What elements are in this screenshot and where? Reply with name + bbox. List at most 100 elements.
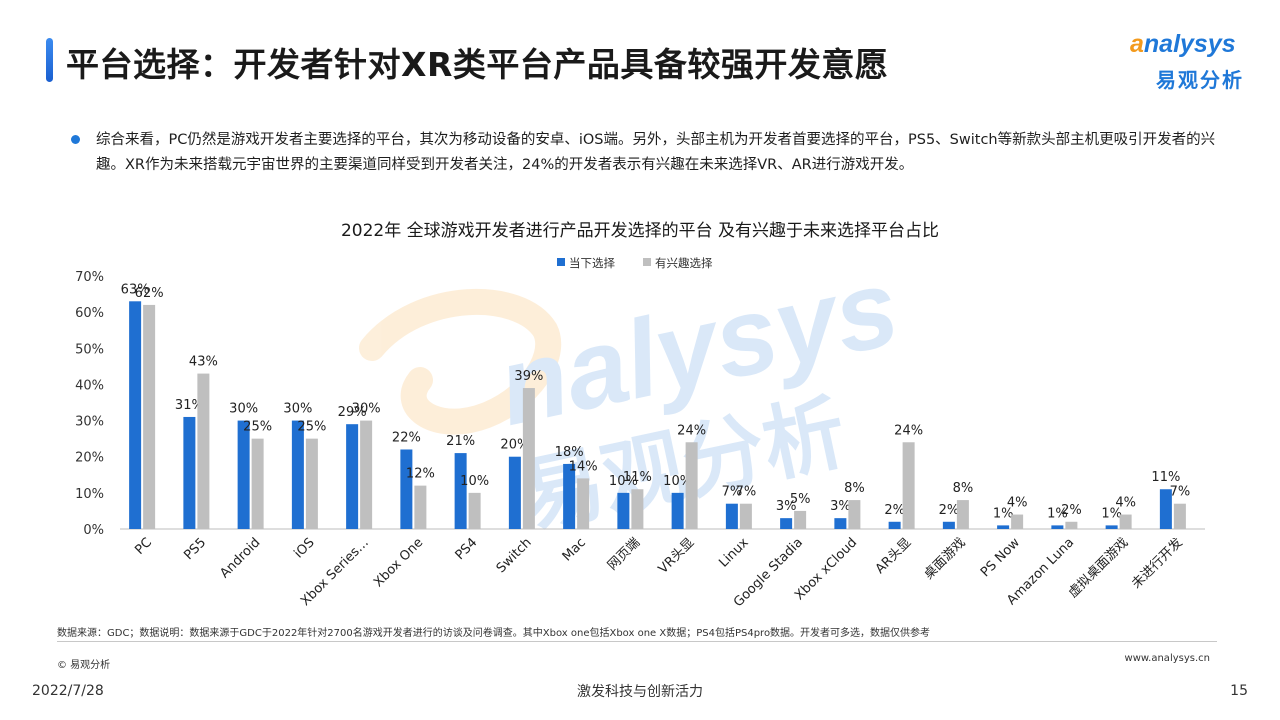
title-accent-bar (46, 38, 53, 82)
bar (129, 301, 142, 529)
data-label: 11% (1151, 470, 1180, 485)
legend-label: 当下选择 (569, 256, 615, 270)
x-tick-label: iOS (291, 535, 317, 561)
x-tick-label: 桌面游戏 (921, 535, 968, 582)
data-label: 11% (623, 470, 652, 485)
bar (291, 420, 304, 529)
data-label: 14% (569, 459, 598, 474)
bar (468, 492, 481, 529)
bar (834, 518, 847, 529)
x-tick-label: Linux (716, 535, 752, 571)
bar (780, 518, 793, 529)
data-label: 29% (338, 405, 367, 420)
data-label: 5% (790, 492, 811, 507)
bar (997, 525, 1010, 529)
page-number: 15 (1230, 683, 1248, 699)
bar (305, 438, 318, 529)
data-label: 63% (121, 282, 150, 297)
bar (400, 449, 413, 529)
x-tick-label: PS Now (978, 535, 1023, 580)
bar (685, 442, 698, 529)
data-label: 10% (460, 474, 489, 489)
x-tick-label: Xbox One (371, 535, 426, 590)
logo-wordmark-rest: nalysys (1143, 30, 1236, 58)
x-tick-label: Switch (494, 535, 535, 576)
y-tick-label: 10% (75, 487, 104, 502)
data-label: 43% (189, 355, 218, 370)
data-label: 7% (722, 485, 743, 500)
y-tick-label: 20% (75, 451, 104, 466)
data-label: 30% (283, 402, 312, 417)
data-label: 39% (514, 369, 543, 384)
legend-label: 有兴趣选择 (655, 256, 713, 270)
data-label: 10% (609, 474, 638, 489)
data-label: 1% (1047, 506, 1068, 521)
logo-wordmark-prefix: a (1130, 30, 1144, 58)
bar (671, 492, 684, 529)
data-label: 12% (406, 467, 435, 482)
bar (1051, 525, 1064, 529)
bar (1159, 489, 1172, 529)
data-label: 2% (939, 503, 960, 518)
bar (508, 456, 521, 529)
x-tick-label: PS4 (453, 535, 481, 563)
bar (346, 424, 359, 529)
x-tick-label: AR头显 (873, 535, 915, 577)
data-label: 62% (135, 286, 164, 301)
data-label: 20% (500, 438, 529, 453)
data-label: 2% (1061, 503, 1082, 518)
data-label: 10% (663, 474, 692, 489)
logo-chinese-name: 易观分析 (1156, 68, 1244, 92)
footer-divider (57, 641, 1217, 642)
y-tick-label: 40% (75, 378, 104, 393)
legend-swatch (643, 258, 651, 266)
x-tick-label: Android (217, 535, 263, 581)
y-tick-label: 70% (75, 270, 104, 285)
footer-slogan: 激发科技与创新活力 (577, 684, 703, 700)
data-label: 7% (1170, 485, 1191, 500)
bar (617, 492, 630, 529)
y-tick-label: 0% (83, 523, 104, 538)
data-label: 30% (352, 402, 381, 417)
bar (725, 503, 738, 529)
bar (902, 442, 915, 529)
bar (360, 420, 373, 529)
y-tick-label: 50% (75, 342, 104, 357)
data-label: 24% (677, 423, 706, 438)
data-label: 25% (243, 420, 272, 435)
summary-text: 综合来看，PC仍然是游戏开发者主要选择的平台，其次为移动设备的安卓、iOS端。另… (96, 132, 1216, 173)
data-label: 8% (953, 481, 974, 496)
bar (942, 521, 955, 529)
x-tick-label: PC (132, 535, 155, 558)
data-label: 8% (844, 481, 865, 496)
bar (522, 388, 535, 529)
data-label: 4% (1007, 496, 1028, 511)
data-label: 31% (175, 398, 204, 413)
bar (183, 416, 196, 529)
data-label: 7% (736, 485, 757, 500)
x-tick-label: 未进行开发 (1128, 535, 1185, 592)
bar (794, 510, 807, 529)
bar (237, 420, 250, 529)
website-url: www.analysys.cn (1124, 653, 1210, 664)
x-tick-label: VR头显 (656, 535, 698, 577)
y-tick-label: 30% (75, 415, 104, 430)
bar (143, 304, 156, 529)
report-date: 2022/7/28 (32, 683, 104, 699)
data-source-note: 数据来源：GDC；数据说明：数据来源于GDC于2022年针对2700名游戏开发者… (57, 628, 931, 639)
bar (1011, 514, 1024, 529)
bar (848, 500, 861, 529)
data-label: 2% (884, 503, 905, 518)
chart-title: 2022年 全球游戏开发者进行产品开发选择的平台 及有兴趣于未来选择平台占比 (340, 221, 940, 241)
data-label: 25% (297, 420, 326, 435)
bar (454, 453, 467, 529)
bar (888, 521, 901, 529)
bar (739, 503, 752, 529)
data-label: 24% (894, 423, 923, 438)
legend-swatch (557, 258, 565, 266)
x-tick-label: Mac (560, 535, 589, 564)
bar (1065, 521, 1078, 529)
bar (563, 463, 576, 529)
data-label: 18% (555, 445, 584, 460)
